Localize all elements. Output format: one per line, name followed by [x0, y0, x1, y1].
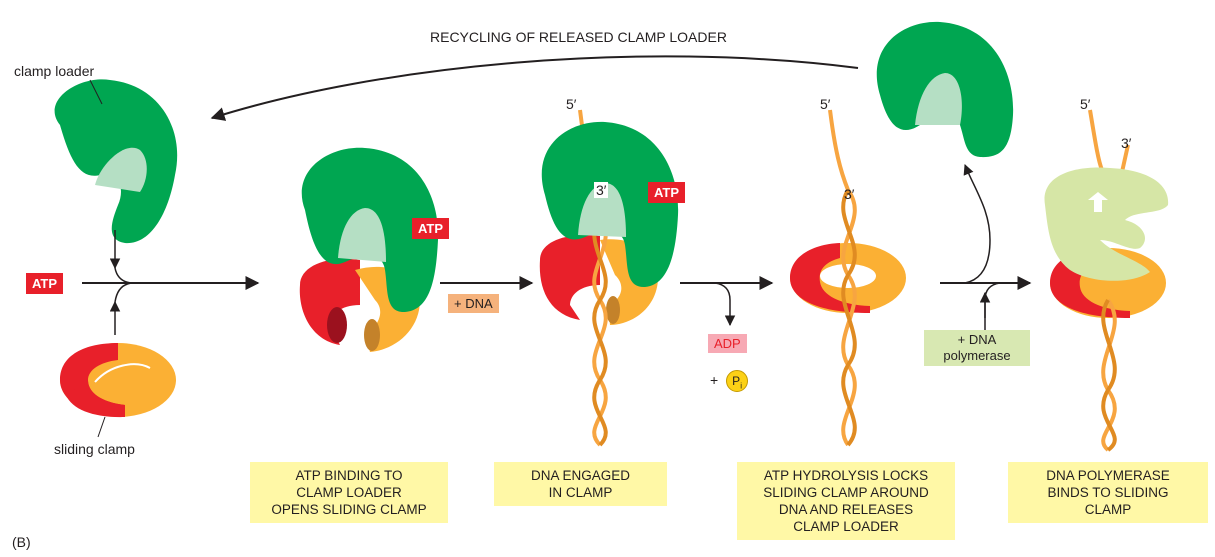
step4-line2: BINDS TO SLIDING — [1047, 485, 1169, 500]
dna-polymerase — [1044, 167, 1169, 281]
clamp-loader-free — [54, 79, 178, 244]
three-prime-stage4: 3′ — [844, 186, 855, 202]
three-prime-stage3: 3′ — [594, 182, 609, 198]
step3-line2: SLIDING CLAMP AROUND — [763, 485, 929, 500]
step1-line1: ATP BINDING TO — [295, 468, 403, 483]
step1-line3: OPENS SLIDING CLAMP — [271, 502, 427, 517]
pol-line-1: + DNA — [957, 332, 997, 347]
adp-badge: ADP — [708, 334, 747, 353]
polymerase-join-arrow — [984, 282, 1001, 330]
step1-line2: CLAMP LOADER — [296, 485, 402, 500]
step-caption-3: ATP HYDROLYSIS LOCKS SLIDING CLAMP AROUN… — [737, 462, 955, 540]
plus-dna-polymerase-badge: + DNA polymerase — [924, 330, 1030, 366]
recycling-label: RECYCLING OF RELEASED CLAMP LOADER — [430, 29, 727, 45]
sliding-clamp-label: sliding clamp — [54, 441, 135, 457]
pi-symbol: P — [732, 374, 741, 388]
clamp-loader-released — [876, 21, 1014, 158]
plus-dna-badge: + DNA — [448, 294, 499, 313]
step-caption-1: ATP BINDING TO CLAMP LOADER OPENS SLIDIN… — [250, 462, 448, 523]
clamp-loader-stage3 — [541, 121, 679, 288]
step-caption-4: DNA POLYMERASE BINDS TO SLIDING CLAMP — [1008, 462, 1208, 523]
recycling-arrow — [210, 55, 859, 121]
step3-line4: CLAMP LOADER — [793, 519, 899, 534]
atp-badge-input: ATP — [26, 273, 64, 294]
five-prime-stage3: 5′ — [566, 96, 577, 112]
step4-line3: CLAMP — [1084, 502, 1132, 517]
panel-label: (B) — [12, 534, 31, 550]
step3-line3: DNA AND RELEASES — [778, 502, 914, 517]
dna-helix-stage4 — [828, 109, 857, 447]
atp-badge-stage2: ATP — [412, 218, 450, 239]
pol-line-2: polymerase — [943, 348, 1011, 363]
sliding-clamp-closed — [60, 343, 176, 418]
step3-line1: ATP HYDROLYSIS LOCKS — [763, 468, 929, 483]
loader-release-arrow — [963, 164, 991, 284]
clamp-loader-stage2 — [301, 147, 439, 313]
sliding-clamp-pointer — [97, 416, 106, 438]
phosphate-icon: Pi — [726, 370, 749, 392]
plus-sign: + — [710, 372, 719, 388]
clamp-loader-pointer — [89, 79, 103, 105]
step2-line1: DNA ENGAGED — [530, 468, 631, 483]
five-prime-stage4: 5′ — [820, 96, 831, 112]
step-caption-2: DNA ENGAGED IN CLAMP — [494, 462, 667, 506]
plus-pi: + Pi — [710, 370, 749, 392]
five-prime-stage5: 5′ — [1080, 96, 1091, 112]
step2-line2: IN CLAMP — [548, 485, 613, 500]
clamp-loader-label: clamp loader — [14, 63, 95, 79]
adp-release-arrow — [714, 282, 736, 327]
step4-line1: DNA POLYMERASE — [1046, 468, 1170, 483]
three-prime-stage5: 3′ — [1121, 135, 1132, 151]
atp-badge-stage3: ATP — [648, 182, 686, 203]
pi-subscript: i — [740, 381, 742, 391]
dna-helix-stage5 — [1088, 109, 1130, 452]
